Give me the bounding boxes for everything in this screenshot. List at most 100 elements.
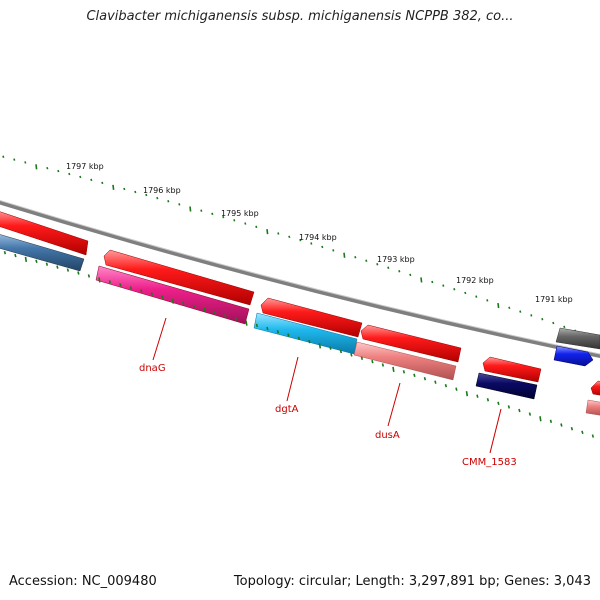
- inner-minor-tick: [570, 426, 574, 431]
- outer-minor-tick: [541, 317, 544, 321]
- inner-minor-tick: [129, 286, 133, 290]
- scale-label-1792: 1792 kbp: [456, 276, 494, 285]
- inner-minor-tick: [444, 383, 448, 388]
- inner-minor-tick: [497, 401, 500, 406]
- inner-minor-tick: [224, 314, 227, 318]
- inner-major-tick: [318, 343, 322, 349]
- gene-feature-navy[interactable]: [475, 372, 538, 400]
- map-title: Clavibacter michiganensis subsp. michiga…: [86, 9, 514, 24]
- forward-strand-genes: [0, 210, 600, 350]
- scale-label-1797: 1797 kbp: [66, 162, 104, 171]
- scale-labels: 1797 kbp 1796 kbp 1795 kbp 1794 kbp 1793…: [66, 162, 573, 304]
- scale-label-1794: 1794 kbp: [299, 233, 337, 242]
- inner-minor-tick: [434, 380, 437, 384]
- inner-minor-tick: [371, 359, 374, 364]
- outer-minor-tick: [178, 203, 181, 206]
- reverse-strand-genes: [0, 233, 600, 416]
- inner-major-tick: [171, 298, 175, 304]
- outer-minor-tick: [508, 306, 511, 310]
- outer-major-tick: [112, 184, 115, 190]
- inner-minor-tick: [87, 274, 91, 278]
- inner-minor-tick: [350, 353, 353, 357]
- inner-minor-tick: [161, 295, 164, 299]
- inner-minor-tick: [3, 251, 7, 255]
- outer-scale-ticks: [2, 155, 599, 340]
- gene-feature-red[interactable]: [260, 297, 363, 338]
- outer-minor-tick: [310, 242, 313, 245]
- outer-minor-tick: [365, 259, 368, 262]
- gene-feature-red[interactable]: [0, 210, 89, 256]
- gene-feature-red[interactable]: [482, 356, 542, 383]
- outer-minor-tick: [134, 190, 137, 194]
- gene-labels: dnaG dgtA dusA CMM_1583: [139, 317, 517, 468]
- inner-major-tick: [392, 366, 395, 373]
- gene-feature-pink[interactable]: [95, 265, 250, 325]
- inner-minor-tick: [581, 430, 584, 435]
- gene-feature-steel[interactable]: [0, 233, 85, 272]
- outer-minor-tick: [145, 193, 148, 197]
- outer-minor-tick: [222, 215, 225, 219]
- outer-minor-tick: [255, 225, 258, 229]
- gene-feature-salmon[interactable]: [353, 341, 457, 381]
- outer-major-tick: [266, 229, 269, 235]
- inner-minor-tick: [455, 387, 458, 391]
- inner-minor-tick: [182, 301, 185, 305]
- gene-feature-red[interactable]: [360, 324, 462, 363]
- genome-backbone: [0, 200, 600, 359]
- inner-minor-tick: [14, 253, 17, 258]
- inner-minor-tick: [518, 408, 521, 413]
- inner-minor-tick: [203, 307, 206, 312]
- inner-minor-tick: [66, 268, 70, 272]
- inner-minor-tick: [108, 280, 112, 284]
- inner-minor-tick: [402, 370, 406, 374]
- inner-minor-tick: [77, 271, 80, 275]
- inner-minor-tick: [255, 323, 259, 328]
- gene-feature-salmon[interactable]: [585, 399, 600, 416]
- inner-minor-tick: [486, 398, 490, 402]
- outer-minor-tick: [244, 222, 247, 225]
- inner-minor-tick: [549, 419, 553, 424]
- gene-feature-blue[interactable]: [553, 345, 594, 367]
- outer-major-tick: [343, 252, 346, 258]
- leader-line-dnaG: [152, 317, 167, 361]
- gene-label-dusA[interactable]: dusA: [375, 430, 400, 441]
- gene-feature-red[interactable]: [590, 380, 600, 396]
- gene-label-dnaG[interactable]: dnaG: [139, 363, 166, 374]
- inner-minor-tick: [140, 289, 143, 293]
- inner-minor-tick: [413, 373, 416, 377]
- outer-minor-tick: [68, 172, 71, 176]
- inner-minor-tick: [476, 394, 479, 398]
- inner-major-tick: [465, 391, 469, 397]
- outer-minor-tick: [167, 200, 170, 203]
- outer-minor-tick: [211, 212, 214, 216]
- outer-minor-tick: [552, 321, 555, 325]
- outer-minor-tick: [376, 262, 379, 266]
- outer-minor-tick: [563, 325, 566, 329]
- gene-label-CMM_1583[interactable]: CMM_1583: [462, 457, 517, 468]
- outer-minor-tick: [156, 196, 159, 200]
- gene-feature-red[interactable]: [103, 249, 255, 306]
- outer-minor-tick: [13, 158, 16, 161]
- inner-major-tick: [245, 320, 248, 326]
- genome-summary-text: Topology: circular; Length: 3,297,891 bp…: [233, 574, 591, 589]
- inner-major-tick: [98, 277, 101, 283]
- inner-major-tick: [539, 416, 542, 422]
- scale-label-1791: 1791 kbp: [535, 295, 573, 304]
- outer-minor-tick: [464, 291, 467, 295]
- leader-line-dusA: [387, 382, 401, 427]
- outer-major-tick: [420, 277, 423, 283]
- outer-minor-tick: [288, 235, 291, 239]
- outer-minor-tick: [332, 249, 335, 252]
- gene-label-dgtA[interactable]: dgtA: [275, 404, 299, 415]
- outer-minor-tick: [409, 273, 412, 277]
- inner-minor-tick: [35, 259, 38, 264]
- inner-scale-ticks: [3, 251, 595, 438]
- inner-minor-tick: [150, 292, 154, 296]
- inner-minor-tick: [339, 349, 343, 354]
- inner-minor-tick: [276, 330, 280, 334]
- leader-line-CMM_1583: [489, 408, 502, 454]
- gene-feature-gray[interactable]: [555, 327, 600, 350]
- outer-minor-tick: [453, 288, 456, 291]
- inner-minor-tick: [192, 304, 196, 309]
